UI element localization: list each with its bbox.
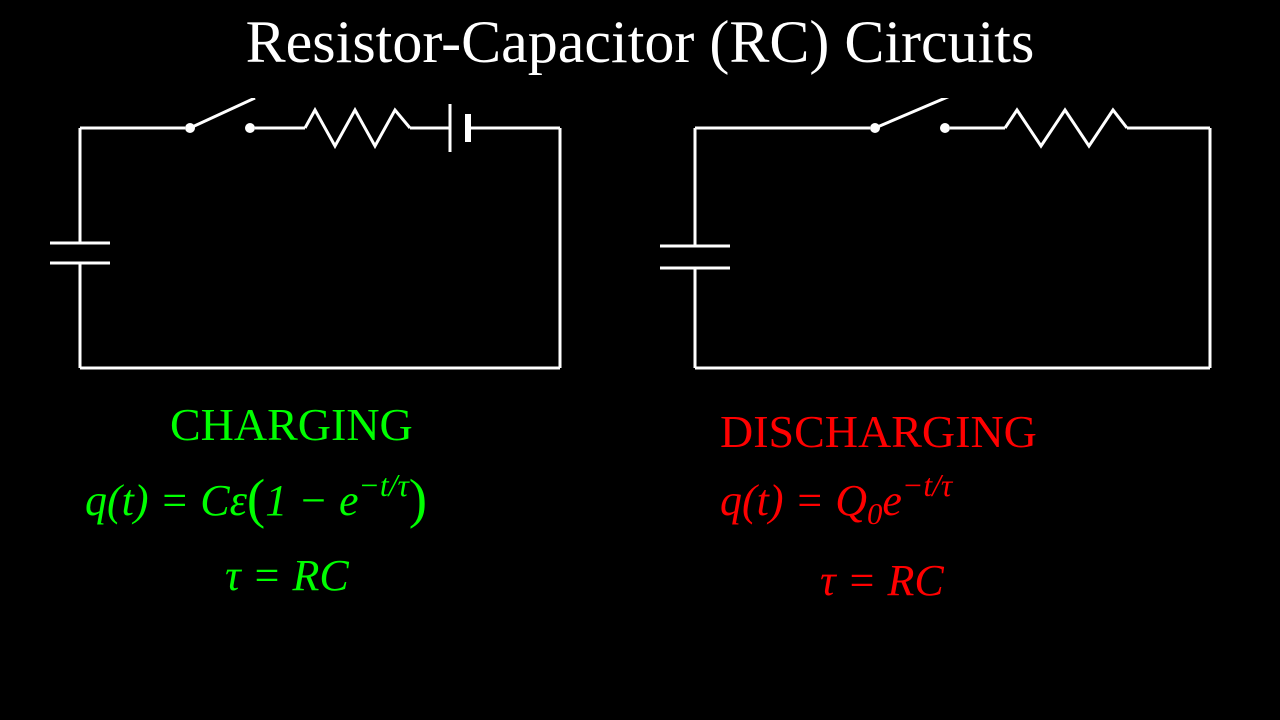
discharging-label: DISCHARGING <box>720 405 1037 458</box>
charging-eq1: q(t) = Cε(1 − e−t/τ) <box>85 465 427 528</box>
discharging-circuit <box>655 98 1235 398</box>
discharging-eq1: q(t) = Q0e−t/τ <box>720 475 952 526</box>
page-title: Resistor-Capacitor (RC) Circuits <box>0 8 1280 77</box>
charging-eq2: τ = RC <box>225 550 349 601</box>
charging-circuit <box>40 98 600 398</box>
charging-label: CHARGING <box>170 398 413 451</box>
discharging-eq2: τ = RC <box>820 555 944 606</box>
